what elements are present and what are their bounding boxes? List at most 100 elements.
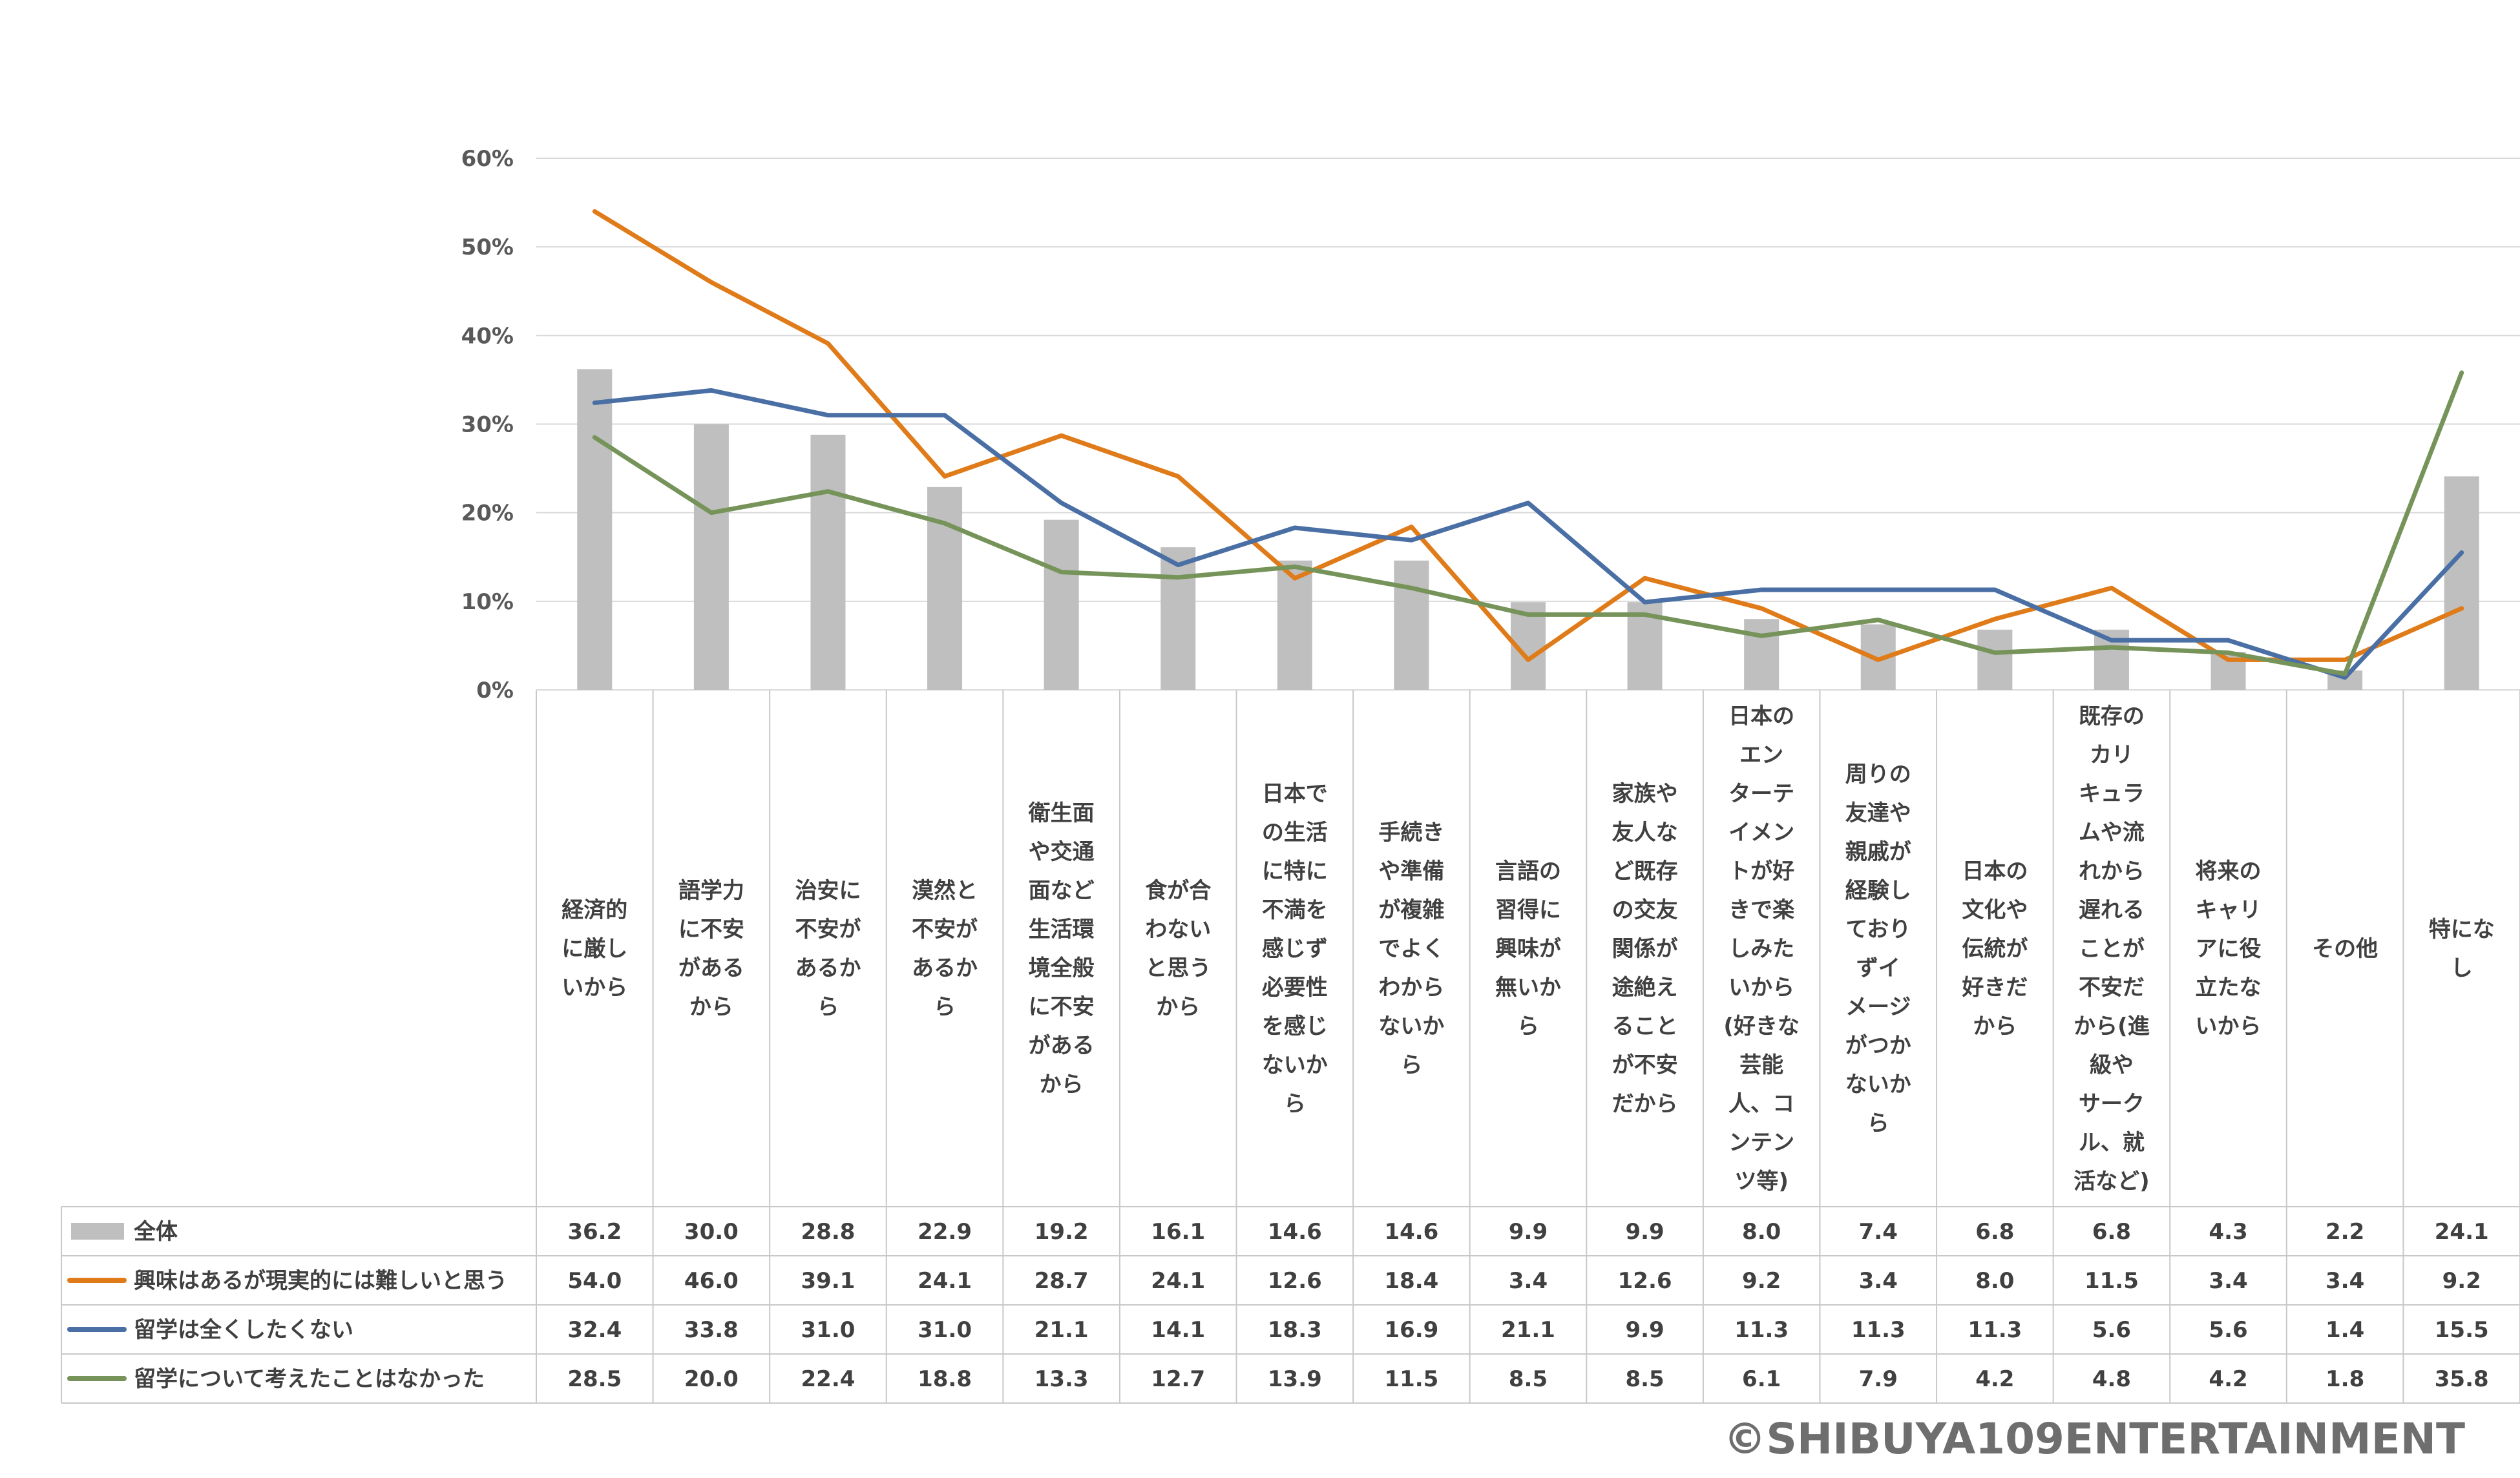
data-cell: 19.2 — [1034, 1219, 1089, 1245]
category-label: ずイ — [1856, 955, 1900, 981]
series-point — [1993, 651, 1997, 654]
category-label: ら — [1867, 1110, 1889, 1136]
data-cell: 28.8 — [801, 1219, 856, 1245]
category-label: 途絶え — [1612, 975, 1678, 1001]
data-cell: 54.0 — [567, 1268, 622, 1294]
data-cell: 24.1 — [1151, 1268, 1205, 1294]
data-cell: 9.2 — [1742, 1268, 1781, 1294]
data-cell: 11.5 — [1384, 1366, 1438, 1392]
data-cell: 14.1 — [1151, 1317, 1205, 1343]
series-point — [2460, 371, 2463, 374]
data-cell: 39.1 — [801, 1268, 856, 1294]
category-label: に特に — [1262, 859, 1328, 884]
data-cell: 13.3 — [1034, 1366, 1089, 1392]
category-label: 生活環 — [1029, 917, 1095, 942]
series-point — [709, 389, 713, 392]
category-label: 食が合 — [1145, 878, 1211, 904]
series-point — [1760, 634, 1763, 638]
data-cell: 24.1 — [2435, 1219, 2489, 1245]
data-cell: 1.8 — [2326, 1366, 2364, 1392]
category-label: 興味が — [1495, 936, 1561, 962]
category-label: わから — [1378, 975, 1444, 1001]
series-point — [2344, 658, 2347, 661]
data-cell: 6.8 — [2092, 1219, 2131, 1245]
category-label: 親戚が — [1845, 839, 1911, 865]
category-label: 既存の — [2079, 703, 2145, 729]
legend-label: 留学について考えたことはなかった — [134, 1366, 485, 1392]
category-label: から — [1156, 994, 1200, 1020]
category-label: キュラ — [2079, 781, 2145, 807]
category-label: 遅れる — [2079, 897, 2145, 923]
category-label: 日本の — [1728, 703, 1794, 729]
series-point — [1643, 577, 1646, 580]
category-label: ら — [1400, 1052, 1422, 1078]
data-cell: 4.2 — [1975, 1366, 2014, 1392]
data-cell: 30.0 — [684, 1219, 739, 1245]
category-label: ら — [1284, 1091, 1306, 1117]
category-label: 級や — [2090, 1052, 2134, 1078]
data-cell: 9.9 — [1625, 1219, 1664, 1245]
category-label: 語学力 — [678, 878, 744, 904]
series-point — [1293, 565, 1296, 568]
series-point — [1293, 526, 1296, 529]
y-tick-label: 20% — [461, 501, 514, 526]
data-cell: 33.8 — [684, 1317, 739, 1343]
bar — [1744, 619, 1780, 690]
series-point — [593, 436, 596, 439]
category-label: ること — [1612, 1014, 1678, 1039]
data-cell: 8.5 — [1509, 1366, 1548, 1392]
category-label: 日本で — [1262, 781, 1328, 807]
data-cell: 22.9 — [918, 1219, 972, 1245]
bar — [1977, 629, 2013, 690]
category-label: イメン — [1728, 820, 1794, 846]
series-point — [1410, 525, 1413, 528]
category-label: ル、就 — [2079, 1130, 2145, 1156]
data-cell: 9.2 — [2442, 1268, 2481, 1294]
data-cell: 12.6 — [1618, 1268, 1672, 1294]
category-label: 将来の — [2196, 859, 2262, 884]
category-label: ら — [817, 994, 839, 1020]
series-point — [2227, 639, 2230, 642]
data-cell: 14.6 — [1384, 1219, 1438, 1245]
data-cell: 11.5 — [2084, 1268, 2139, 1294]
category-label: 特にな — [2429, 917, 2495, 942]
data-cell: 7.4 — [1859, 1219, 1898, 1245]
category-label: アに役 — [2196, 936, 2262, 962]
category-label: ないか — [1845, 1072, 1911, 1098]
series-point — [1876, 588, 1880, 592]
series-point — [2344, 676, 2347, 679]
data-cell: 15.5 — [2435, 1317, 2489, 1343]
y-tick-label: 40% — [461, 323, 514, 349]
category-label: に不安 — [678, 917, 744, 942]
category-label: サーク — [2079, 1091, 2145, 1117]
data-cell: 32.4 — [567, 1317, 622, 1343]
data-cell: 8.5 — [1625, 1366, 1664, 1392]
category-label: ら — [934, 994, 956, 1020]
data-cell: 24.1 — [918, 1268, 972, 1294]
data-cell: 7.9 — [1859, 1366, 1898, 1392]
series-point — [1527, 613, 1529, 616]
series-point — [1060, 434, 1063, 437]
data-cell: 3.4 — [1509, 1268, 1548, 1294]
legend-label: 留学は全くしたくない — [134, 1317, 353, 1343]
category-label: キャリ — [2196, 897, 2262, 923]
category-label: 文化や — [1962, 897, 2028, 923]
category-label: 友達や — [1845, 800, 1911, 826]
series-point — [1876, 658, 1880, 661]
category-label: その他 — [2312, 936, 2378, 962]
series-line — [592, 209, 2464, 662]
category-label: を感じ — [1262, 1014, 1328, 1039]
series-point — [1177, 563, 1180, 567]
category-label: 不安だ — [2079, 975, 2145, 1001]
data-cell: 16.1 — [1151, 1219, 1205, 1245]
category-label: 治安に — [795, 878, 861, 904]
series-point — [1643, 601, 1646, 604]
series-point — [2227, 651, 2230, 654]
data-cell: 2.2 — [2326, 1219, 2364, 1245]
category-label: 伝統が — [1962, 936, 2028, 962]
data-cell: 6.1 — [1742, 1366, 1781, 1392]
category-label: が不安 — [1612, 1052, 1678, 1078]
category-label: 立たな — [2196, 975, 2262, 1001]
category-label: 周りの — [1845, 762, 1911, 787]
data-cell: 21.1 — [1501, 1317, 1555, 1343]
